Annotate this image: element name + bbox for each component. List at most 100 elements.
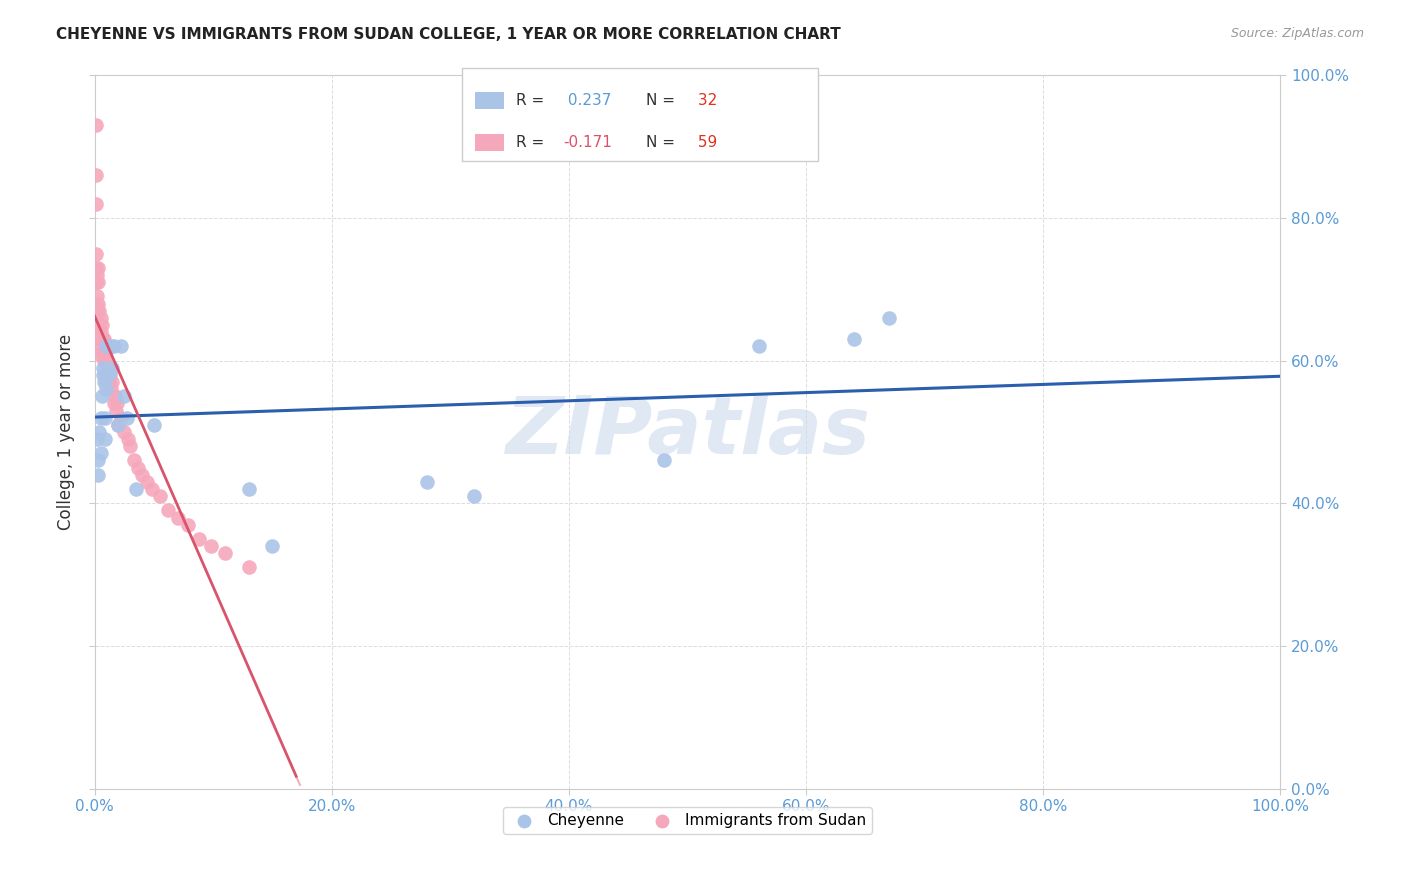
Point: [125, 482, 148, 496]
FancyBboxPatch shape: [463, 69, 818, 161]
Point: [94, 368, 117, 382]
Text: N =: N =: [645, 135, 675, 150]
Point: [89, 346, 111, 360]
Point: [86, 268, 108, 282]
Point: [91, 346, 114, 360]
Point: [96, 382, 118, 396]
Text: R =: R =: [516, 135, 544, 150]
Text: 0.237: 0.237: [562, 93, 612, 108]
Point: [91, 368, 114, 382]
Point: [84, 196, 107, 211]
Point: [652, 453, 675, 467]
Point: [90, 339, 112, 353]
Point: [94, 432, 117, 446]
Point: [86, 432, 108, 446]
Point: [115, 410, 138, 425]
Point: [87, 318, 110, 332]
Point: [110, 339, 132, 353]
Point: [842, 332, 865, 346]
Point: [100, 382, 122, 396]
Point: [877, 310, 900, 325]
Point: [89, 332, 111, 346]
Point: [104, 403, 127, 417]
Point: [188, 532, 211, 546]
Text: -0.171: -0.171: [562, 135, 612, 150]
Point: [90, 410, 112, 425]
Point: [89, 425, 111, 439]
Point: [96, 339, 118, 353]
Point: [90, 325, 112, 339]
Point: [135, 475, 157, 489]
Point: [94, 346, 117, 360]
Point: [415, 475, 437, 489]
Point: [90, 310, 112, 325]
Point: [93, 375, 115, 389]
Point: [93, 353, 115, 368]
Point: [141, 482, 163, 496]
Point: [97, 375, 120, 389]
Point: [149, 489, 172, 503]
Point: [107, 417, 129, 432]
Point: [262, 539, 284, 553]
Text: Source: ZipAtlas.com: Source: ZipAtlas.com: [1230, 27, 1364, 40]
Point: [748, 339, 770, 353]
Point: [463, 489, 485, 503]
Text: ZIPatlas: ZIPatlas: [505, 393, 870, 471]
Point: [84, 246, 107, 260]
Point: [105, 396, 128, 410]
Point: [177, 517, 200, 532]
Point: [104, 389, 127, 403]
Point: [101, 360, 124, 375]
Point: [84, 275, 107, 289]
Point: [103, 339, 125, 353]
Point: [86, 303, 108, 318]
Point: [120, 439, 142, 453]
Point: [94, 410, 117, 425]
Point: [100, 339, 122, 353]
Point: [103, 396, 125, 410]
Point: [112, 389, 135, 403]
Point: [90, 318, 112, 332]
Point: [238, 560, 260, 574]
Point: [86, 289, 108, 303]
Text: 59: 59: [693, 135, 717, 150]
Point: [90, 446, 112, 460]
Point: [87, 453, 110, 467]
Point: [87, 296, 110, 310]
Y-axis label: College, 1 year or more: College, 1 year or more: [58, 334, 75, 530]
Point: [142, 417, 165, 432]
Point: [97, 368, 120, 382]
Point: [96, 353, 118, 368]
Text: 32: 32: [693, 93, 717, 108]
Point: [89, 318, 111, 332]
Point: [90, 389, 112, 403]
Point: [166, 510, 188, 524]
Point: [84, 260, 107, 275]
Text: R =: R =: [516, 93, 544, 108]
Point: [117, 432, 139, 446]
FancyBboxPatch shape: [475, 92, 503, 109]
Text: N =: N =: [645, 93, 675, 108]
Point: [122, 453, 145, 467]
Point: [87, 275, 110, 289]
Point: [131, 467, 153, 482]
Point: [98, 368, 121, 382]
Point: [89, 303, 111, 318]
Point: [200, 539, 222, 553]
Point: [86, 318, 108, 332]
FancyBboxPatch shape: [475, 134, 503, 151]
Point: [84, 296, 107, 310]
Point: [91, 332, 114, 346]
Point: [91, 360, 114, 375]
Legend: Cheyenne, Immigrants from Sudan: Cheyenne, Immigrants from Sudan: [503, 807, 872, 834]
Point: [84, 168, 107, 182]
Point: [214, 546, 236, 560]
Point: [96, 375, 118, 389]
Point: [157, 503, 180, 517]
Point: [107, 417, 129, 432]
Text: CHEYENNE VS IMMIGRANTS FROM SUDAN COLLEGE, 1 YEAR OR MORE CORRELATION CHART: CHEYENNE VS IMMIGRANTS FROM SUDAN COLLEG…: [56, 27, 841, 42]
Point: [128, 460, 150, 475]
Point: [112, 425, 135, 439]
Point: [87, 467, 110, 482]
Point: [97, 360, 120, 375]
